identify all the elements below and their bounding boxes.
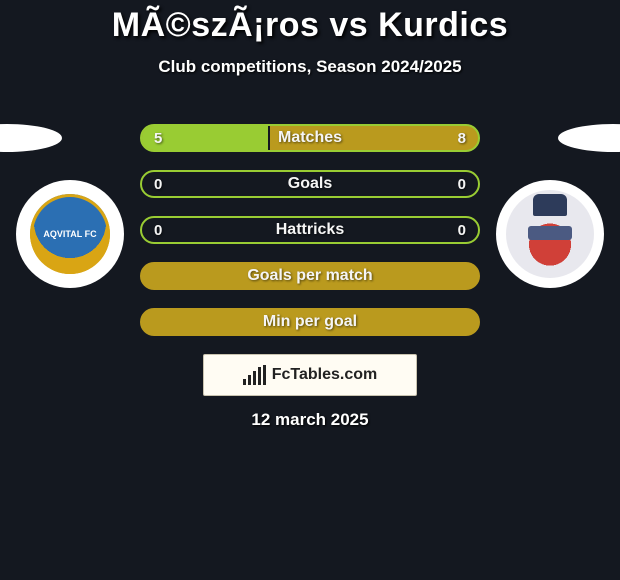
stat-goals-left: 0 [154,172,162,196]
club-crest-left-badge: AQVITAL FC [30,194,110,274]
brand-text: FcTables.com [272,366,378,384]
stat-goals-right: 0 [458,172,466,196]
stat-hattricks-left: 0 [154,218,162,242]
decor-ellipse-left [0,124,62,152]
stat-hattricks-right: 0 [458,218,466,242]
stat-row-goals: 0 Goals 0 [140,170,480,198]
stat-matches-left: 5 [154,126,162,150]
stat-matches-label: Matches [278,129,342,147]
match-date: 12 march 2025 [0,410,620,430]
stats-panel: 5 Matches 8 0 Goals 0 0 Hattricks 0 Goal… [140,124,480,354]
stat-row-gpm: Goals per match [140,262,480,290]
stat-goals-label: Goals [288,175,332,193]
bar-chart-icon [243,365,266,385]
decor-ellipse-right [558,124,620,152]
club-crest-right-badge [506,190,594,278]
page-title: MÃ©szÃ¡ros vs Kurdics [0,0,620,45]
stat-gpm-label: Goals per match [247,267,372,285]
stat-matches-right: 8 [458,126,466,150]
stat-row-mpg: Min per goal [140,308,480,336]
club-crest-right [496,180,604,288]
club-crest-left: AQVITAL FC [16,180,124,288]
stat-row-hattricks: 0 Hattricks 0 [140,216,480,244]
stat-hattricks-label: Hattricks [276,221,344,239]
brand-box[interactable]: FcTables.com [203,354,417,396]
page-subtitle: Club competitions, Season 2024/2025 [0,57,620,77]
stat-mpg-label: Min per goal [263,313,357,331]
stat-row-matches: 5 Matches 8 [140,124,480,152]
